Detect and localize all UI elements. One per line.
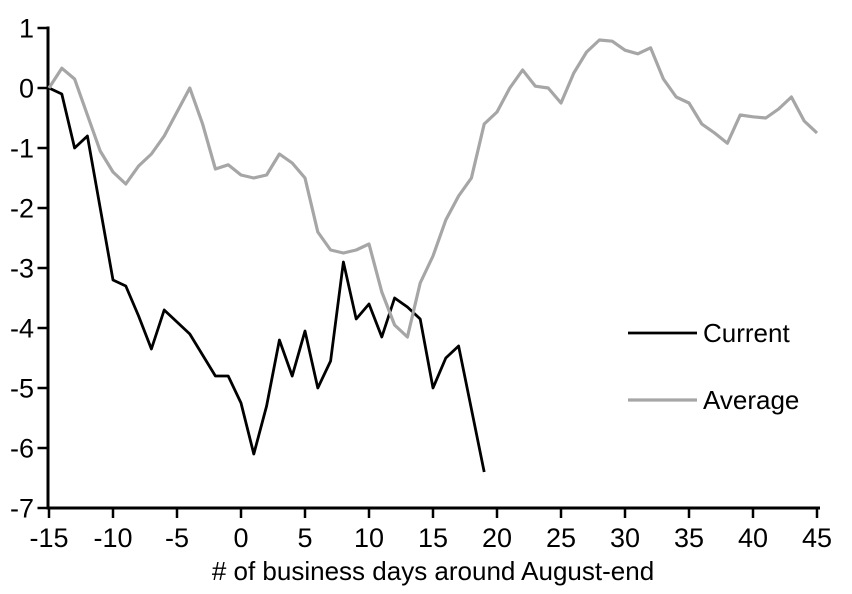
x-tick-label: 20 [482,523,512,553]
y-tick-label: -6 [10,434,34,464]
axes [37,26,820,518]
legend-label-current: Current [703,318,790,348]
y-tick-label: -2 [10,194,34,224]
x-tick-label: 10 [354,523,384,553]
x-tick-label: 5 [297,523,312,553]
x-tick-label: 45 [802,523,832,553]
x-tick-label: 25 [546,523,576,553]
legend: Current Average [628,318,799,415]
series-line-current [48,86,486,473]
x-tick-label: -10 [93,523,132,553]
legend-label-average: Average [703,385,799,415]
x-tick-label: 15 [418,523,448,553]
series-line-average [47,38,819,339]
x-tick-label: 40 [738,523,768,553]
y-tick-label: 0 [19,74,34,104]
y-tick-label: 1 [19,14,34,44]
y-tick-label: -5 [10,374,34,404]
axis-lines [46,26,820,510]
x-tick-label: -15 [29,523,68,553]
tick-labels: 10-1-2-3-4-5-6-7-15 -10 -5 0 5 10 15 20 25 30 35 40… [10,14,832,554]
y-tick-label: -7 [10,494,34,524]
x-axis-title: # of business days around August-end [212,556,654,586]
x-tick-label: 0 [233,523,248,553]
series-lines [47,38,819,473]
y-tick-label: -4 [10,314,34,344]
x-tick-label: -5 [165,523,189,553]
y-tick-label: -1 [10,134,34,164]
x-tick-label: 30 [610,523,640,553]
x-tick-label: 35 [674,523,704,553]
y-tick-label: -3 [10,254,34,284]
